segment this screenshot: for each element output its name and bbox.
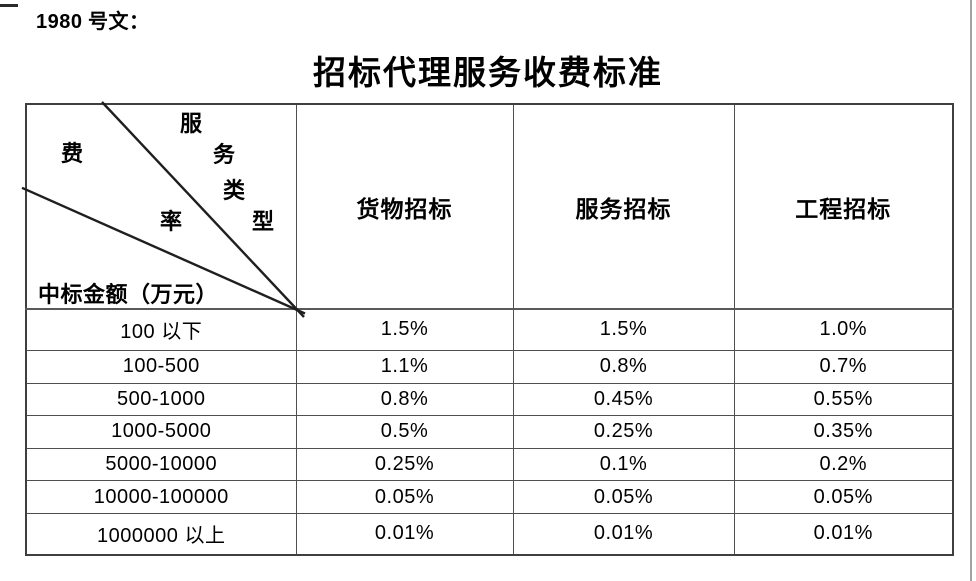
rate-cell: 0.05%	[733, 480, 954, 514]
amount-range-cell: 100-500	[25, 349, 297, 384]
amount-range-cell: 10000-100000	[25, 480, 297, 514]
rate-cell: 0.7%	[733, 349, 954, 384]
corner-label-service-type-char: 类	[222, 178, 245, 203]
amount-range-cell: 500-1000	[25, 382, 297, 417]
rate-cell: 0.01%	[733, 512, 954, 556]
corner-label-service-type-char: 型	[251, 209, 274, 234]
column-header-goods-bidding: 货物招标	[295, 103, 514, 310]
rate-cell: 1.1%	[295, 349, 514, 384]
table-row: 1000-5000 0.5% 0.25% 0.35%	[25, 415, 954, 449]
amount-range-cell: 100 以下	[25, 308, 297, 351]
column-header-service-bidding: 服务招标	[512, 103, 735, 310]
table-header-row: 服 务 类 型 费 率 中标金额（万元） 货物招标 服务招标 工程招标	[21, 101, 954, 318]
table-row: 10000-100000 0.05% 0.05% 0.05%	[25, 480, 954, 514]
page-title: 招标代理服务收费标准	[313, 56, 663, 92]
rate-cell: 0.01%	[512, 512, 735, 556]
rate-cell: 1.0%	[733, 308, 954, 351]
rate-cell: 0.8%	[512, 349, 735, 384]
fee-rate-table: 服 务 类 型 费 率 中标金额（万元） 货物招标 服务招标 工程招标 100 …	[21, 101, 954, 556]
doc-ref-number: 1980	[36, 11, 83, 33]
scan-artifact-dash	[0, 4, 18, 7]
column-header-works-bidding: 工程招标	[733, 103, 954, 310]
rate-cell: 0.25%	[295, 447, 514, 482]
rate-cell: 0.05%	[512, 480, 735, 514]
doc-reference: 1980 号文：	[36, 5, 150, 34]
amount-range-cell: 1000000 以上	[25, 512, 297, 556]
diagonal-header: 服 务 类 型 费 率 中标金额（万元）	[21, 101, 306, 318]
corner-label-fee-rate-char: 率	[159, 209, 182, 234]
table-corner-cell: 服 务 类 型 费 率 中标金额（万元）	[21, 101, 306, 318]
table-row: 1000000 以上 0.01% 0.01% 0.01%	[25, 512, 954, 556]
table-row: 100-500 1.1% 0.8% 0.7%	[25, 349, 954, 384]
table-row: 100 以下 1.5% 1.5% 1.0%	[25, 308, 954, 351]
rate-cell: 0.05%	[295, 480, 514, 514]
rate-cell: 0.2%	[733, 447, 954, 482]
doc-ref-suffix: 号文：	[82, 11, 150, 33]
rate-cell: 1.5%	[295, 308, 514, 351]
rate-cell: 0.25%	[512, 415, 735, 449]
rate-cell: 0.55%	[733, 382, 954, 417]
page-edge-line	[970, 0, 972, 581]
table-row: 5000-10000 0.25% 0.1% 0.2%	[25, 447, 954, 482]
table-row: 500-1000 0.8% 0.45% 0.55%	[25, 382, 954, 417]
corner-label-service-type-char: 服	[179, 111, 202, 136]
rate-cell: 0.5%	[295, 415, 514, 449]
rate-cell: 1.5%	[512, 308, 735, 351]
corner-label-fee-rate-char: 费	[60, 141, 83, 166]
rate-cell: 0.8%	[295, 382, 514, 417]
rate-cell: 0.01%	[295, 512, 514, 556]
corner-label-service-type-char: 务	[212, 142, 235, 167]
rate-cell: 0.35%	[733, 415, 954, 449]
amount-range-cell: 5000-10000	[25, 447, 297, 482]
corner-label-bid-amount: 中标金额（万元）	[38, 282, 219, 307]
amount-range-cell: 1000-5000	[25, 415, 297, 449]
rate-cell: 0.45%	[512, 382, 735, 417]
rate-cell: 0.1%	[512, 447, 735, 482]
